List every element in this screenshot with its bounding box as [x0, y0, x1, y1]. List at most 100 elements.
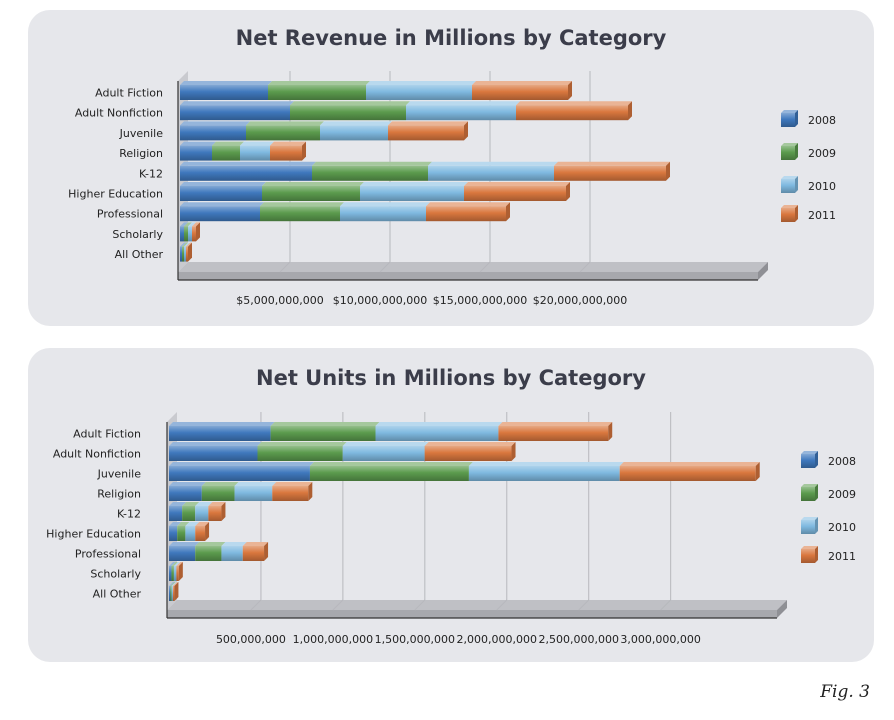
- bar-top-2008: [180, 242, 186, 247]
- bar-top-2010: [320, 121, 392, 126]
- bar-top-2009: [246, 121, 324, 126]
- legend-swatch-side: [795, 176, 798, 193]
- bar-top-2010: [240, 141, 274, 146]
- legend-swatch-top: [781, 176, 798, 179]
- legend-swatch: [781, 146, 795, 160]
- legend-item-2009: 2009: [781, 143, 836, 160]
- bar-end-2011: [302, 141, 306, 161]
- bar-top-2009: [177, 522, 190, 526]
- x-tick-label: 3,000,000,000: [620, 633, 700, 646]
- bar-end-2011: [506, 202, 510, 222]
- legend-swatch-side: [815, 517, 818, 534]
- bar-2009: [312, 165, 428, 181]
- gridline-floor: [250, 599, 262, 611]
- category-label: Religion: [97, 488, 141, 501]
- bar-end-2011: [566, 182, 570, 201]
- category-label: Adult Fiction: [95, 87, 163, 100]
- bar-top-2009: [260, 202, 344, 207]
- bar-top-2009: [309, 462, 473, 466]
- x-tick-label: $15,000,000,000: [433, 294, 527, 307]
- gridline-floor: [578, 599, 590, 611]
- bar-top-2009: [182, 242, 188, 247]
- bar-2008: [169, 426, 271, 441]
- legend-label: 2010: [808, 180, 836, 193]
- bar-end-2011: [221, 502, 226, 521]
- bar-top-2008: [169, 462, 314, 466]
- legend-swatch-side: [815, 484, 818, 501]
- bar-top-2010: [375, 422, 503, 426]
- bar-top-2011: [195, 522, 210, 526]
- bar-2011: [176, 566, 179, 581]
- bar-2010: [188, 226, 192, 242]
- legend-swatch-top: [781, 205, 798, 208]
- x-tick-label: 1,000,000,000: [293, 633, 373, 646]
- legend-label: 2011: [828, 550, 856, 563]
- bar-end-2011: [174, 582, 179, 601]
- legend-swatch: [801, 454, 815, 468]
- legend-item-2008: 2008: [781, 110, 836, 127]
- bar-end-2011: [188, 242, 192, 262]
- bar-top-2011: [516, 101, 632, 106]
- bar-top-2008: [169, 482, 206, 486]
- units-chart-title: Net Units in Millions by Category: [256, 366, 646, 390]
- bar-top-2008: [180, 141, 216, 146]
- bar-2008: [180, 246, 182, 262]
- legend-swatch-side: [795, 110, 798, 127]
- bar-top-2010: [468, 462, 624, 466]
- bar-top-2010: [366, 81, 476, 85]
- bar-top-2009: [270, 422, 380, 426]
- legend-swatch: [801, 520, 815, 534]
- bar-top-2009: [195, 542, 226, 546]
- bar-end-2011: [568, 81, 572, 100]
- bar-2009: [170, 586, 172, 601]
- floor-top: [178, 262, 768, 272]
- bar-2011: [186, 246, 188, 262]
- bar-2010: [320, 125, 388, 141]
- bar-2008: [169, 546, 196, 561]
- bar-2008: [169, 446, 258, 461]
- bar-2008: [180, 85, 268, 100]
- bar-top-2010: [221, 542, 247, 546]
- bar-2011: [272, 486, 309, 501]
- bar-end-2011: [464, 121, 468, 141]
- bar-2011: [192, 226, 196, 242]
- bar-end-2011: [308, 482, 313, 501]
- bar-2008: [180, 145, 212, 161]
- bar-top-2010: [428, 161, 558, 166]
- legend-swatch-top: [781, 143, 798, 146]
- legend-label: 2009: [808, 147, 836, 160]
- bar-2010: [234, 486, 273, 501]
- bar-2011: [242, 546, 265, 561]
- bar-top-2011: [619, 462, 760, 466]
- bar-2008: [169, 566, 172, 581]
- category-label: Scholarly: [112, 228, 163, 241]
- bar-2010: [360, 186, 464, 201]
- bar-2008: [180, 165, 312, 181]
- bar-top-2008: [180, 182, 266, 186]
- legend-label: 2008: [828, 455, 856, 468]
- bar-end-2011: [755, 462, 760, 481]
- floor-front: [167, 610, 777, 618]
- bar-end-2011: [178, 562, 183, 581]
- bar-top-2009: [290, 101, 410, 106]
- revenue-chart: $5,000,000,000 $10,000,000,000 $15,000,000…: [68, 71, 836, 307]
- category-label: Higher Education: [68, 188, 163, 201]
- legend-swatch: [781, 179, 795, 193]
- bar-2011: [424, 446, 512, 461]
- bar-2011: [472, 85, 568, 100]
- bar-top-2011: [388, 121, 468, 126]
- bar-2011: [619, 466, 756, 481]
- bar-top-2008: [169, 442, 262, 446]
- floor-side: [777, 600, 787, 618]
- bar-top-2008: [180, 202, 264, 207]
- bar-top-2008: [169, 542, 200, 546]
- bar-2011: [554, 165, 666, 181]
- x-tick-label: $10,000,000,000: [333, 294, 427, 307]
- x-tick-label: $5,000,000,000: [236, 294, 323, 307]
- x-tick-label: 1,500,000,000: [375, 633, 455, 646]
- bar-2010: [195, 506, 209, 521]
- bar-2010: [406, 105, 516, 121]
- x-tick-label: 2,500,000,000: [538, 633, 618, 646]
- bar-top-2009: [182, 502, 200, 506]
- bar-end-2011: [628, 101, 632, 121]
